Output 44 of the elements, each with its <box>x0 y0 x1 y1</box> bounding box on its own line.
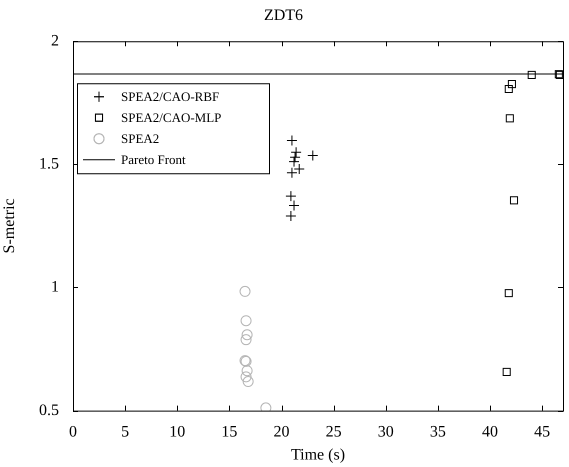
legend-label: SPEA2/CAO-RBF <box>121 89 220 104</box>
legend-label: SPEA2/CAO-MLP <box>121 110 222 126</box>
x-tick-label: 0 <box>69 423 77 440</box>
y-tick-label: 0.5 <box>39 402 59 419</box>
point <box>288 200 300 211</box>
point <box>242 376 254 388</box>
chart-title: ZDT6 <box>264 6 304 24</box>
point <box>528 70 536 79</box>
point <box>240 315 252 326</box>
y-tick-label: 2 <box>51 32 59 50</box>
x-tick-label: 35 <box>430 423 446 440</box>
point <box>508 80 516 88</box>
x-tick-label: 30 <box>378 423 394 440</box>
point <box>240 334 252 346</box>
point <box>504 84 513 94</box>
point <box>240 371 252 382</box>
point <box>290 152 301 163</box>
point <box>240 286 251 297</box>
legend-label: Pareto Front <box>121 152 186 168</box>
point <box>502 368 511 376</box>
x-tick-label: 5 <box>121 423 130 440</box>
point <box>285 190 296 202</box>
x-axis-title: Time (s) <box>290 446 346 464</box>
point <box>260 402 272 411</box>
x-tick-label: 25 <box>326 423 342 440</box>
point <box>285 210 296 222</box>
y-tick-label: 1.5 <box>39 156 59 173</box>
point <box>510 196 518 204</box>
point <box>242 329 253 340</box>
x-tick-label: 20 <box>274 423 290 440</box>
point <box>286 134 298 146</box>
point <box>506 114 514 122</box>
point <box>504 289 513 298</box>
point <box>307 150 318 161</box>
point <box>286 167 298 178</box>
x-tick-label: 15 <box>221 423 238 440</box>
x-tick-label: 45 <box>534 423 550 440</box>
x-tick-label: 40 <box>482 423 498 440</box>
legend-label: SPEA2 <box>121 131 160 146</box>
y-tick-label: 1 <box>51 278 59 296</box>
point <box>242 365 253 376</box>
y-axis-title: S-metric <box>0 198 18 254</box>
x-tick-label: 10 <box>169 423 186 440</box>
point <box>290 146 302 158</box>
